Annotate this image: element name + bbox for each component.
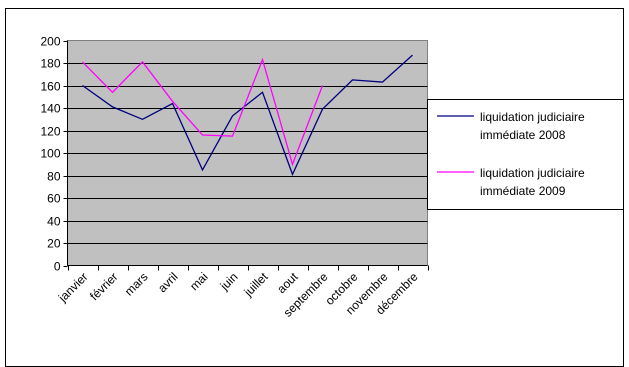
series-line-1 (82, 57, 324, 167)
y-tick-label: 60 (47, 192, 61, 206)
y-tick-label: 0 (54, 260, 61, 274)
y-axis: 0 20 40 60 80 100 120 140 160 180 200 (40, 35, 68, 274)
y-tick-label: 80 (47, 170, 61, 184)
y-tick-label: 160 (40, 80, 60, 94)
y-tick-label: 120 (40, 125, 60, 139)
legend: liquidation judiciaire immédiate 2008 li… (427, 99, 624, 210)
series-lines (82, 54, 413, 177)
y-tick-label: 200 (40, 35, 60, 49)
y-tick-label: 100 (40, 147, 60, 161)
y-tick-label: 180 (40, 57, 60, 71)
series-line-0 (82, 54, 413, 177)
y-tick-label: 140 (40, 102, 60, 116)
gridlines (67, 63, 428, 244)
y-tick-label: 20 (47, 237, 61, 251)
legend-box (427, 99, 624, 210)
legend-label-2009-line1: liquidation judiciaire (480, 166, 585, 180)
legend-label-2008-line2: immédiate 2008 (480, 128, 566, 142)
y-tick-label: 40 (47, 215, 61, 229)
legend-label-2009-line2: immédiate 2009 (480, 184, 566, 198)
legend-label-2008-line1: liquidation judiciaire (480, 110, 585, 124)
